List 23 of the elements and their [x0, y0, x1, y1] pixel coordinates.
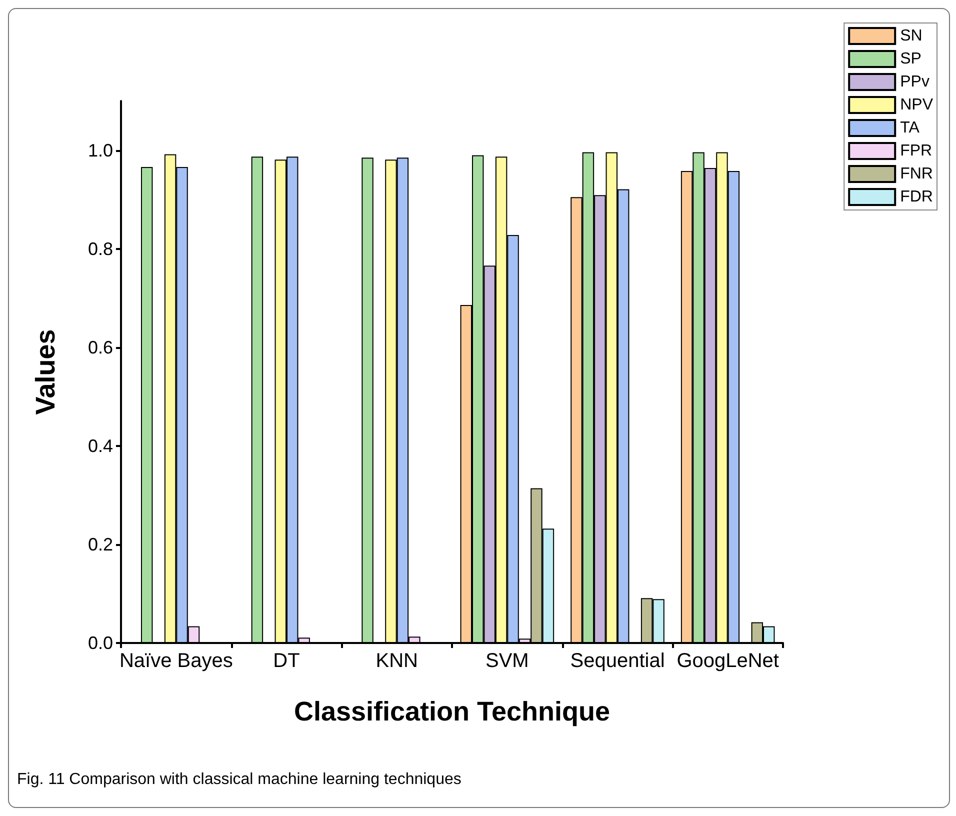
- legend-label: NPV: [900, 96, 934, 114]
- x-tick-label: DT: [273, 650, 300, 672]
- x-tick-label: SVM: [485, 650, 529, 672]
- caption: Fig. 11 Comparison with classical machine learning techniques: [17, 771, 462, 789]
- legend-label: SP: [900, 50, 922, 68]
- x-tick-label: KNN: [376, 650, 418, 672]
- x-tick-label: Naïve Bayes: [119, 650, 233, 672]
- x-tick-label: GoogLeNet: [676, 650, 780, 672]
- y-tick-label: 0.8: [88, 238, 113, 259]
- legend-label: FPR: [900, 142, 932, 160]
- legend-label: PPv: [900, 74, 930, 90]
- y-tick-label: 0.2: [88, 534, 113, 554]
- x-axis-title: Classification Technique: [294, 696, 610, 726]
- y-axis-title: Values: [30, 329, 60, 415]
- legend-label: FNR: [900, 166, 933, 182]
- legend-label: TA: [900, 120, 920, 136]
- y-tick-label: 1.0: [88, 140, 113, 160]
- x-tick-label: Sequential: [570, 650, 665, 672]
- y-tick-label: 0.0: [88, 633, 113, 653]
- y-tick-label: 0.6: [88, 337, 113, 358]
- legend-label: SN: [900, 28, 922, 44]
- y-tick-label: 0.4: [88, 436, 113, 456]
- legend-label: FDR: [900, 188, 933, 206]
